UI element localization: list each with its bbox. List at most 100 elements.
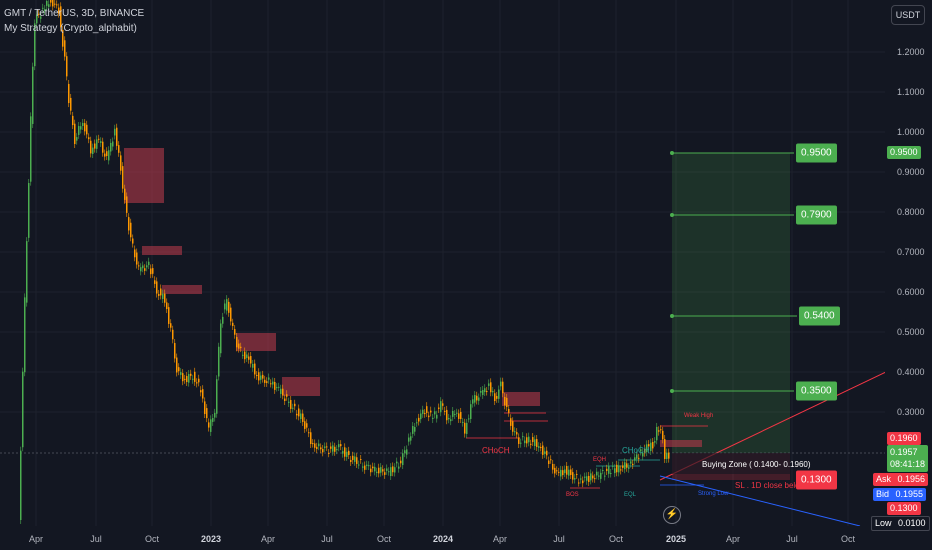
candle-body bbox=[404, 450, 406, 454]
candle-body bbox=[56, 4, 58, 6]
candle-body bbox=[472, 399, 474, 404]
candle-body bbox=[660, 429, 662, 431]
candle-body bbox=[246, 354, 248, 358]
candle-body bbox=[498, 389, 500, 399]
candle-body bbox=[376, 471, 378, 473]
candle-body bbox=[500, 381, 502, 387]
candle-body bbox=[420, 413, 422, 420]
candle-body bbox=[236, 337, 238, 348]
time-tick: Apr bbox=[492, 534, 508, 544]
candle-body bbox=[54, 3, 56, 5]
candle-body bbox=[348, 450, 350, 455]
candle-body bbox=[308, 432, 310, 434]
candle-body bbox=[598, 475, 600, 477]
candle-body bbox=[544, 451, 546, 454]
candle-body bbox=[374, 466, 376, 472]
candle-body bbox=[430, 410, 432, 413]
candle-body bbox=[380, 467, 382, 473]
candle-body bbox=[340, 444, 342, 447]
price-chart[interactable] bbox=[0, 0, 885, 526]
candle-body bbox=[344, 447, 346, 457]
candle-body bbox=[666, 452, 668, 459]
candle-body bbox=[612, 465, 614, 467]
candle-body bbox=[506, 397, 508, 408]
candle-body bbox=[378, 467, 380, 474]
candle-body bbox=[80, 126, 82, 130]
candle-body bbox=[226, 299, 228, 311]
candle-body bbox=[146, 265, 148, 268]
candle-body bbox=[92, 147, 94, 154]
candle-body bbox=[248, 356, 250, 360]
candle-body bbox=[584, 476, 586, 478]
candle-body bbox=[212, 418, 214, 422]
candle-body bbox=[110, 142, 112, 152]
candle-body bbox=[416, 422, 418, 424]
candle-body bbox=[484, 388, 486, 393]
candle-body bbox=[334, 446, 336, 452]
time-tick: Apr bbox=[260, 534, 276, 544]
candle-body bbox=[494, 393, 496, 402]
candle-body bbox=[412, 426, 414, 434]
candle-body bbox=[94, 143, 96, 149]
target-label-2: 0.7900 bbox=[796, 205, 837, 225]
candle-body bbox=[44, 9, 46, 12]
candle-body bbox=[300, 413, 302, 419]
candle-body bbox=[116, 127, 118, 146]
candle-body bbox=[182, 373, 184, 382]
candle-body bbox=[46, 1, 48, 6]
candle-body bbox=[200, 390, 202, 393]
candle-body bbox=[668, 452, 670, 459]
candle-body bbox=[558, 471, 560, 473]
candle-body bbox=[152, 268, 154, 274]
candle-body bbox=[154, 280, 156, 284]
candle-body bbox=[448, 417, 450, 420]
candle-body bbox=[288, 401, 290, 403]
lightning-icon[interactable]: ⚡ bbox=[663, 506, 681, 524]
target-label-3: 0.5400 bbox=[799, 306, 840, 326]
candle-body bbox=[286, 394, 288, 397]
price-tick: 0.7000 bbox=[897, 247, 925, 257]
candle-body bbox=[470, 404, 472, 419]
candle-body bbox=[662, 430, 664, 440]
candle-body bbox=[434, 411, 436, 415]
candle-body bbox=[462, 421, 464, 423]
price-tick: 1.1000 bbox=[897, 87, 925, 97]
candle-body bbox=[408, 437, 410, 442]
candle-body bbox=[414, 427, 416, 432]
target-lines bbox=[670, 151, 797, 393]
candle-body bbox=[392, 466, 394, 473]
candle-body bbox=[106, 151, 108, 157]
candle-body bbox=[262, 374, 264, 379]
candle-body bbox=[624, 462, 626, 470]
candle-body bbox=[26, 241, 28, 303]
candle-body bbox=[402, 453, 404, 466]
candle-body bbox=[656, 426, 658, 441]
candle-body bbox=[238, 343, 240, 349]
candle-body bbox=[426, 406, 428, 413]
candle-body bbox=[606, 468, 608, 471]
candle-body bbox=[512, 421, 514, 432]
strategy-title[interactable]: My Strategy (Crypto_alphabit) bbox=[4, 23, 137, 34]
currency-selector[interactable]: USDT bbox=[891, 5, 925, 25]
symbol-title[interactable]: GMT / TetherUS, 3D, BINANCE bbox=[4, 8, 145, 19]
time-tick: Apr bbox=[28, 534, 44, 544]
candle-body bbox=[218, 346, 220, 377]
candle-body bbox=[188, 374, 190, 383]
candle-body bbox=[362, 466, 364, 468]
candle-body bbox=[140, 267, 142, 272]
buying-zone-bg bbox=[672, 453, 790, 474]
last-price-value: 0.1957 bbox=[890, 447, 918, 457]
candle-body bbox=[214, 412, 216, 418]
candle-body bbox=[496, 396, 498, 399]
candle-body bbox=[452, 411, 454, 417]
candle-body bbox=[330, 446, 332, 449]
price-tick: 0.9000 bbox=[897, 167, 925, 177]
candle-body bbox=[112, 141, 114, 147]
price-axis[interactable]: USDT 1.2000 1.1000 1.0000 0.9000 0.8000 … bbox=[871, 0, 932, 550]
time-axis[interactable]: Apr Jul Oct 2023 Apr Jul Oct 2024 Apr Ju… bbox=[0, 526, 885, 550]
candle-body bbox=[386, 468, 388, 471]
candle-body bbox=[604, 475, 606, 477]
time-tick: Apr bbox=[725, 534, 741, 544]
candle-body bbox=[354, 456, 356, 462]
order-blocks bbox=[124, 148, 702, 447]
